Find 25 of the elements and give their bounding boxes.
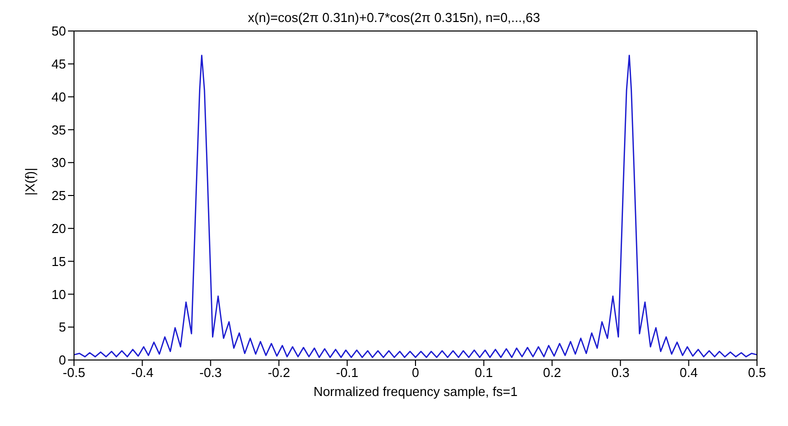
x-tick-label: 0.3 xyxy=(611,365,630,380)
y-tick-label: 25 xyxy=(52,188,66,204)
x-tick-label: -0.4 xyxy=(131,365,154,380)
x-axis-title: Normalized frequency sample, fs=1 xyxy=(313,384,518,399)
y-tick-label: 35 xyxy=(52,122,66,138)
y-tick-label: 5 xyxy=(58,320,66,335)
y-tick-label: 45 xyxy=(52,56,66,72)
x-tick-label: -0.2 xyxy=(268,365,290,380)
y-tick-label: 15 xyxy=(52,254,66,269)
x-tick-label: -0.3 xyxy=(199,365,222,380)
y-tick-label: 50 xyxy=(52,24,66,39)
chart-title: x(n)=cos(2π 0.31n)+0.7*cos(2π 0.315n), n=0,...,63 xyxy=(246,10,542,25)
y-tick-label: 0 xyxy=(58,352,66,368)
x-tick-label: -0.1 xyxy=(336,365,358,380)
y-tick-label: 10 xyxy=(52,286,66,302)
x-tick-label: 0 xyxy=(412,365,420,380)
y-tick-label: 40 xyxy=(52,89,66,104)
x-tick-label: -0.5 xyxy=(62,365,86,380)
y-tick-label: 20 xyxy=(52,221,66,236)
y-axis-title: |X(f)| xyxy=(22,168,38,196)
x-tick-label: 0.2 xyxy=(543,365,562,380)
y-tick-label: 30 xyxy=(52,155,66,170)
x-tick-label: 0.4 xyxy=(680,365,698,380)
x-tick-label: 0.5 xyxy=(748,365,766,380)
x-tick-label: 0.1 xyxy=(474,365,493,380)
